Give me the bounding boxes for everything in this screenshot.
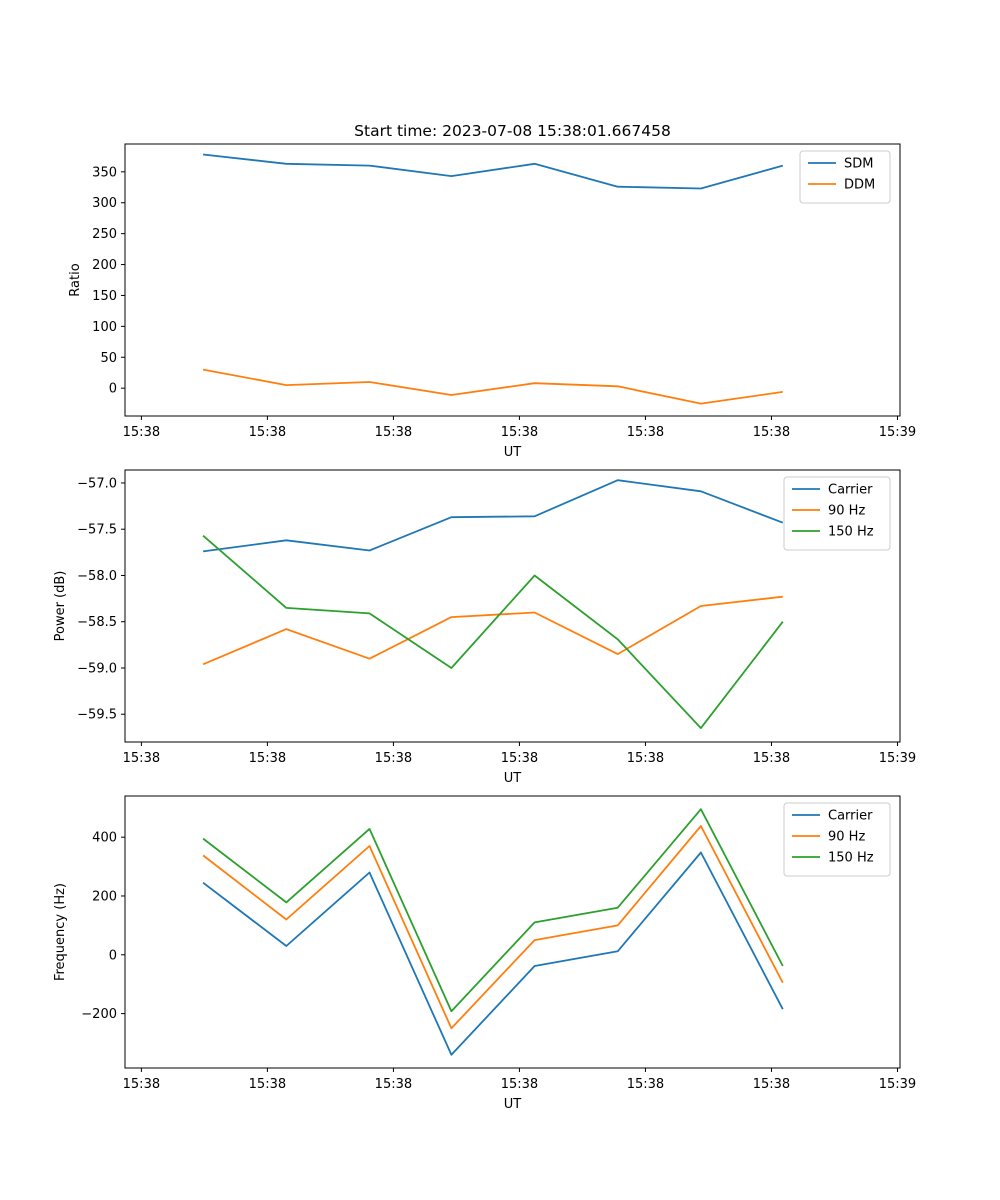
x-tick-label: 15:38 <box>375 751 412 766</box>
x-tick-label: 15:38 <box>627 425 664 440</box>
legend-label: 90 Hz <box>828 504 865 519</box>
x-tick-label: 15:39 <box>879 751 916 766</box>
chart-panel-1: 15:38 15:38 15:38 15:38 15:38 15:38 15:39 0 50 10… <box>68 122 916 460</box>
series-line-150-hz <box>202 808 784 1013</box>
series-line-150-hz <box>202 535 784 729</box>
y-tick-label: −57.5 <box>77 523 117 538</box>
y-tick-label: 350 <box>92 165 117 180</box>
y-tick-label: −59.0 <box>77 661 117 676</box>
y-tick-label: 400 <box>92 831 117 846</box>
legend-label: DDM <box>844 178 875 193</box>
x-tick-label: 15:38 <box>123 425 160 440</box>
axes-frame <box>124 143 901 417</box>
x-axis-label: UT <box>504 1097 522 1112</box>
y-tick-label: 150 <box>92 289 117 304</box>
y-tick-label: −200 <box>81 1007 117 1022</box>
series-line-90-hz <box>202 825 784 1030</box>
x-tick-label: 15:38 <box>249 425 286 440</box>
axes-frame <box>124 469 901 743</box>
y-axis-label: Frequency (Hz) <box>53 883 68 981</box>
legend-box <box>799 150 891 204</box>
legend: SDM DDM <box>799 150 891 204</box>
x-tick-label: 15:38 <box>123 751 160 766</box>
x-tick-label: 15:38 <box>375 425 412 440</box>
x-tick-label: 15:39 <box>879 1077 916 1092</box>
series-line-90-hz <box>202 595 783 666</box>
x-tick-label: 15:38 <box>375 1077 412 1092</box>
series-line-ddm <box>202 368 783 405</box>
y-tick-label: 100 <box>92 320 117 335</box>
y-tick-label: 50 <box>100 351 117 366</box>
x-tick-label: 15:38 <box>501 1077 538 1092</box>
y-tick-label: 250 <box>92 227 117 242</box>
x-tick-label: 15:38 <box>249 1077 286 1092</box>
axes-frame <box>124 795 901 1069</box>
y-tick-label: 300 <box>92 196 117 211</box>
y-tick-label: 0 <box>109 382 117 397</box>
legend-label: 90 Hz <box>828 830 865 845</box>
x-tick-label: 15:38 <box>501 425 538 440</box>
y-tick-label: 0 <box>109 948 117 963</box>
y-tick-label: −59.5 <box>77 708 117 723</box>
series-line-sdm <box>203 153 784 190</box>
legend-label: 150 Hz <box>828 851 874 866</box>
legend-label: Carrier <box>828 483 873 498</box>
y-tick-label: −58.5 <box>77 615 117 630</box>
x-tick-label: 15:38 <box>753 1077 790 1092</box>
chart-title: Start time: 2023-07-08 15:38:01.667458 <box>354 122 671 140</box>
y-axis-label: Ratio <box>68 263 83 296</box>
x-tick-label: 15:38 <box>753 751 790 766</box>
legend-label: Carrier <box>828 809 873 824</box>
x-tick-label: 15:38 <box>123 1077 160 1092</box>
y-tick-label: 200 <box>92 258 117 273</box>
x-tick-label: 15:38 <box>249 751 286 766</box>
x-axis-label: UT <box>504 771 522 786</box>
y-tick-label: 200 <box>92 889 117 904</box>
x-axis-label: UT <box>504 445 522 460</box>
legend: Carrier 90 Hz 150 Hz <box>783 802 891 877</box>
series-line-carrier <box>202 479 784 553</box>
legend-label: 150 Hz <box>828 525 874 540</box>
y-axis-label: Power (dB) <box>53 571 68 642</box>
legend-label: SDM <box>844 157 873 172</box>
x-tick-label: 15:38 <box>627 751 664 766</box>
chart-panel-3: 15:38 15:38 15:38 15:38 15:38 15:38 15:39 −200 0… <box>53 795 916 1112</box>
y-tick-label: −58.0 <box>77 569 117 584</box>
legend: Carrier 90 Hz 150 Hz <box>783 476 891 551</box>
x-tick-label: 15:38 <box>627 1077 664 1092</box>
y-tick-label: −57.0 <box>77 476 117 491</box>
series-line-carrier <box>202 851 784 1056</box>
x-tick-label: 15:38 <box>753 425 790 440</box>
x-tick-label: 15:38 <box>501 751 538 766</box>
x-tick-label: 15:39 <box>879 425 916 440</box>
chart-panel-2: 15:38 15:38 15:38 15:38 15:38 15:38 15:39 −59.5… <box>53 469 916 786</box>
